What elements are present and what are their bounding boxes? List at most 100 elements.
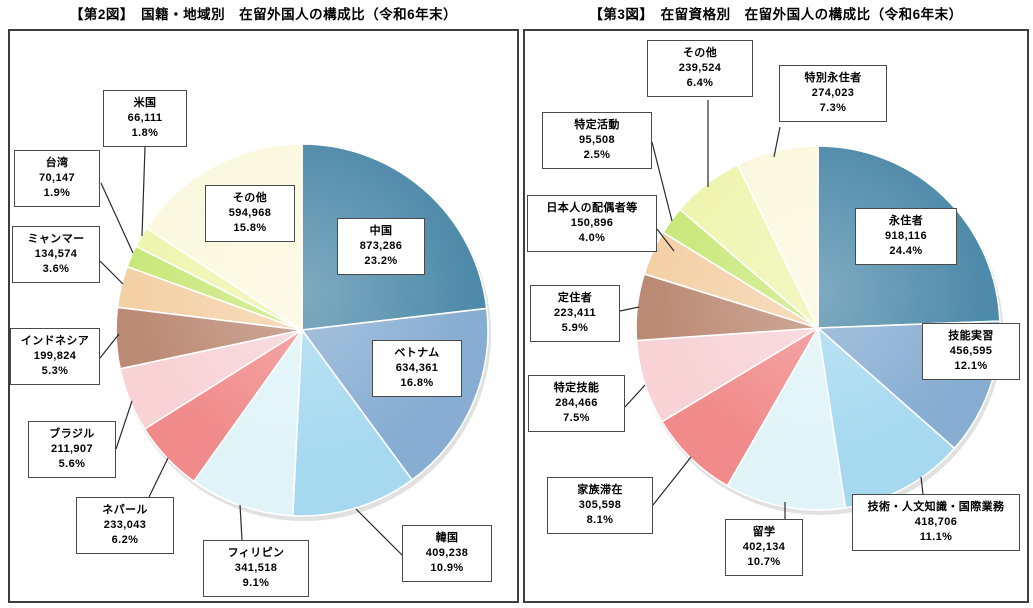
slice-percent: 10.7% bbox=[747, 556, 781, 569]
slice-value: 284,466 bbox=[555, 397, 598, 410]
slice-percent: 6.4% bbox=[686, 77, 714, 90]
slice-percent: 4.0% bbox=[578, 232, 606, 245]
slice-label-box-vietnam: ベトナム 634,361 16.8% bbox=[372, 340, 462, 397]
slice-label-box-others-left: その他 594,968 15.8% bbox=[205, 185, 295, 242]
slice-percent: 10.9% bbox=[430, 562, 464, 575]
slice-name: 特定技能 bbox=[553, 382, 600, 394]
slice-name: 日本人の配偶者等 bbox=[546, 202, 638, 214]
slice-name: 留学 bbox=[752, 526, 776, 538]
slice-name: その他 bbox=[232, 192, 268, 204]
slice-name: 中国 bbox=[369, 225, 393, 237]
slice-label-box-student: 留学 402,134 10.7% bbox=[725, 519, 803, 576]
slice-name: 定住者 bbox=[557, 292, 593, 304]
slice-percent: 12.1% bbox=[954, 360, 988, 373]
slice-percent: 5.6% bbox=[58, 458, 86, 471]
slice-percent: 1.9% bbox=[43, 187, 71, 200]
pie-highlight bbox=[116, 144, 488, 516]
slice-value: 199,824 bbox=[33, 350, 77, 363]
slice-label-box-usa: 米国 66,111 1.8% bbox=[103, 90, 187, 147]
slice-label-box-brazil: ブラジル 211,907 5.6% bbox=[28, 421, 116, 478]
slice-value: 418,706 bbox=[914, 516, 958, 529]
slice-label-box-myanmar: ミャンマー 134,574 3.6% bbox=[12, 226, 100, 283]
slice-value: 305,598 bbox=[578, 499, 622, 512]
slice-percent: 24.4% bbox=[889, 245, 923, 258]
pie-chart-left bbox=[115, 143, 491, 521]
slice-percent: 9.1% bbox=[242, 577, 270, 590]
leader-line bbox=[652, 456, 692, 506]
slice-name: 台湾 bbox=[45, 157, 69, 169]
chart-title-left: 【第2図】 国籍・地域別 在留外国人の構成比（令和6年末） bbox=[69, 7, 458, 22]
slice-name: 米国 bbox=[133, 97, 157, 109]
slice-label-box-others-right: その他 239,524 6.4% bbox=[647, 40, 753, 97]
slice-name: 技術・人文知識・国際業務 bbox=[867, 501, 1005, 513]
slice-name: ミャンマー bbox=[27, 233, 85, 245]
slice-value: 233,043 bbox=[103, 519, 147, 532]
slice-percent: 1.8% bbox=[131, 127, 159, 140]
slice-value: 341,518 bbox=[234, 562, 278, 575]
slice-name: 韓国 bbox=[435, 532, 459, 544]
slice-label-box-china: 中国 873,286 23.2% bbox=[337, 218, 425, 275]
leader-line bbox=[239, 504, 243, 541]
slice-value: 409,238 bbox=[425, 547, 469, 560]
slice-percent: 5.9% bbox=[561, 322, 589, 335]
slice-percent: 7.3% bbox=[819, 102, 847, 115]
leader-line bbox=[651, 141, 673, 222]
slice-label-box-long-term: 定住者 223,411 5.9% bbox=[530, 285, 620, 342]
leader-line bbox=[100, 182, 134, 254]
slice-percent: 8.1% bbox=[586, 514, 614, 527]
slice-value: 274,023 bbox=[811, 87, 855, 100]
leader-line bbox=[115, 400, 133, 450]
slice-percent: 3.6% bbox=[42, 263, 70, 276]
slice-percent: 2.5% bbox=[583, 149, 611, 162]
slice-label-box-permanent: 永住者 918,116 24.4% bbox=[855, 208, 957, 265]
slice-name: その他 bbox=[682, 47, 718, 59]
slice-value: 456,595 bbox=[949, 345, 993, 358]
slice-name: ネパール bbox=[102, 504, 148, 516]
slice-name: 特定活動 bbox=[574, 119, 620, 131]
slice-percent: 6.2% bbox=[111, 534, 139, 547]
leader-line bbox=[624, 384, 646, 408]
slice-percent: 23.2% bbox=[364, 255, 398, 268]
slice-name: 家族滞在 bbox=[577, 484, 623, 496]
slice-value: 873,286 bbox=[359, 240, 403, 253]
slice-percent: 5.3% bbox=[41, 365, 69, 378]
slice-label-box-designated-activities: 特定活動 95,508 2.5% bbox=[542, 112, 652, 169]
leader-line bbox=[99, 333, 120, 359]
slice-name: フィリピン bbox=[227, 547, 285, 559]
slice-value: 211,907 bbox=[51, 443, 93, 456]
slice-value: 134,574 bbox=[34, 248, 78, 261]
slice-name: ブラジル bbox=[49, 428, 95, 440]
slice-name: 技能実習 bbox=[948, 330, 994, 342]
slice-label-box-special-permanent: 特別永住者 274,023 7.3% bbox=[779, 65, 887, 122]
slice-label-box-indonesia: インドネシア 199,824 5.3% bbox=[10, 328, 100, 385]
slice-label-box-specified-skill: 特定技能 284,466 7.5% bbox=[528, 375, 625, 432]
slice-value: 634,361 bbox=[395, 362, 439, 375]
leader-lines bbox=[99, 100, 924, 557]
chart-title-right: 【第3図】 在留資格別 在留外国人の構成比（令和6年末） bbox=[589, 7, 963, 22]
leader-line bbox=[148, 457, 169, 498]
slice-label-box-spouse: 日本人の配偶者等 150,896 4.0% bbox=[527, 195, 657, 252]
slice-label-box-engineer: 技術・人文知識・国際業務 418,706 11.1% bbox=[852, 494, 1020, 551]
slice-percent: 16.8% bbox=[400, 377, 434, 390]
leader-line bbox=[619, 306, 640, 312]
slice-label-box-nepal: ネパール 233,043 6.2% bbox=[76, 497, 174, 554]
slice-percent: 15.8% bbox=[233, 222, 267, 235]
slice-value: 70,147 bbox=[38, 172, 76, 185]
slice-value: 239,524 bbox=[678, 62, 722, 75]
slice-value: 402,134 bbox=[742, 541, 786, 554]
slice-value: 95,508 bbox=[578, 134, 616, 147]
slice-label-box-dependent: 家族滞在 305,598 8.1% bbox=[547, 477, 653, 534]
slice-name: インドネシア bbox=[20, 335, 90, 347]
slice-label-box-korea: 韓国 409,238 10.9% bbox=[402, 525, 492, 582]
leader-line bbox=[355, 508, 404, 557]
slice-name: 特別永住者 bbox=[804, 72, 862, 84]
leader-line bbox=[141, 146, 146, 237]
slice-value: 594,968 bbox=[228, 207, 272, 220]
chart-frame-left bbox=[8, 29, 519, 603]
leader-line bbox=[656, 228, 675, 252]
slice-label-box-philippines: フィリピン 341,518 9.1% bbox=[203, 540, 309, 597]
leader-line bbox=[773, 126, 781, 158]
slice-percent: 11.1% bbox=[919, 531, 953, 544]
chart-frame-right bbox=[523, 29, 1029, 603]
